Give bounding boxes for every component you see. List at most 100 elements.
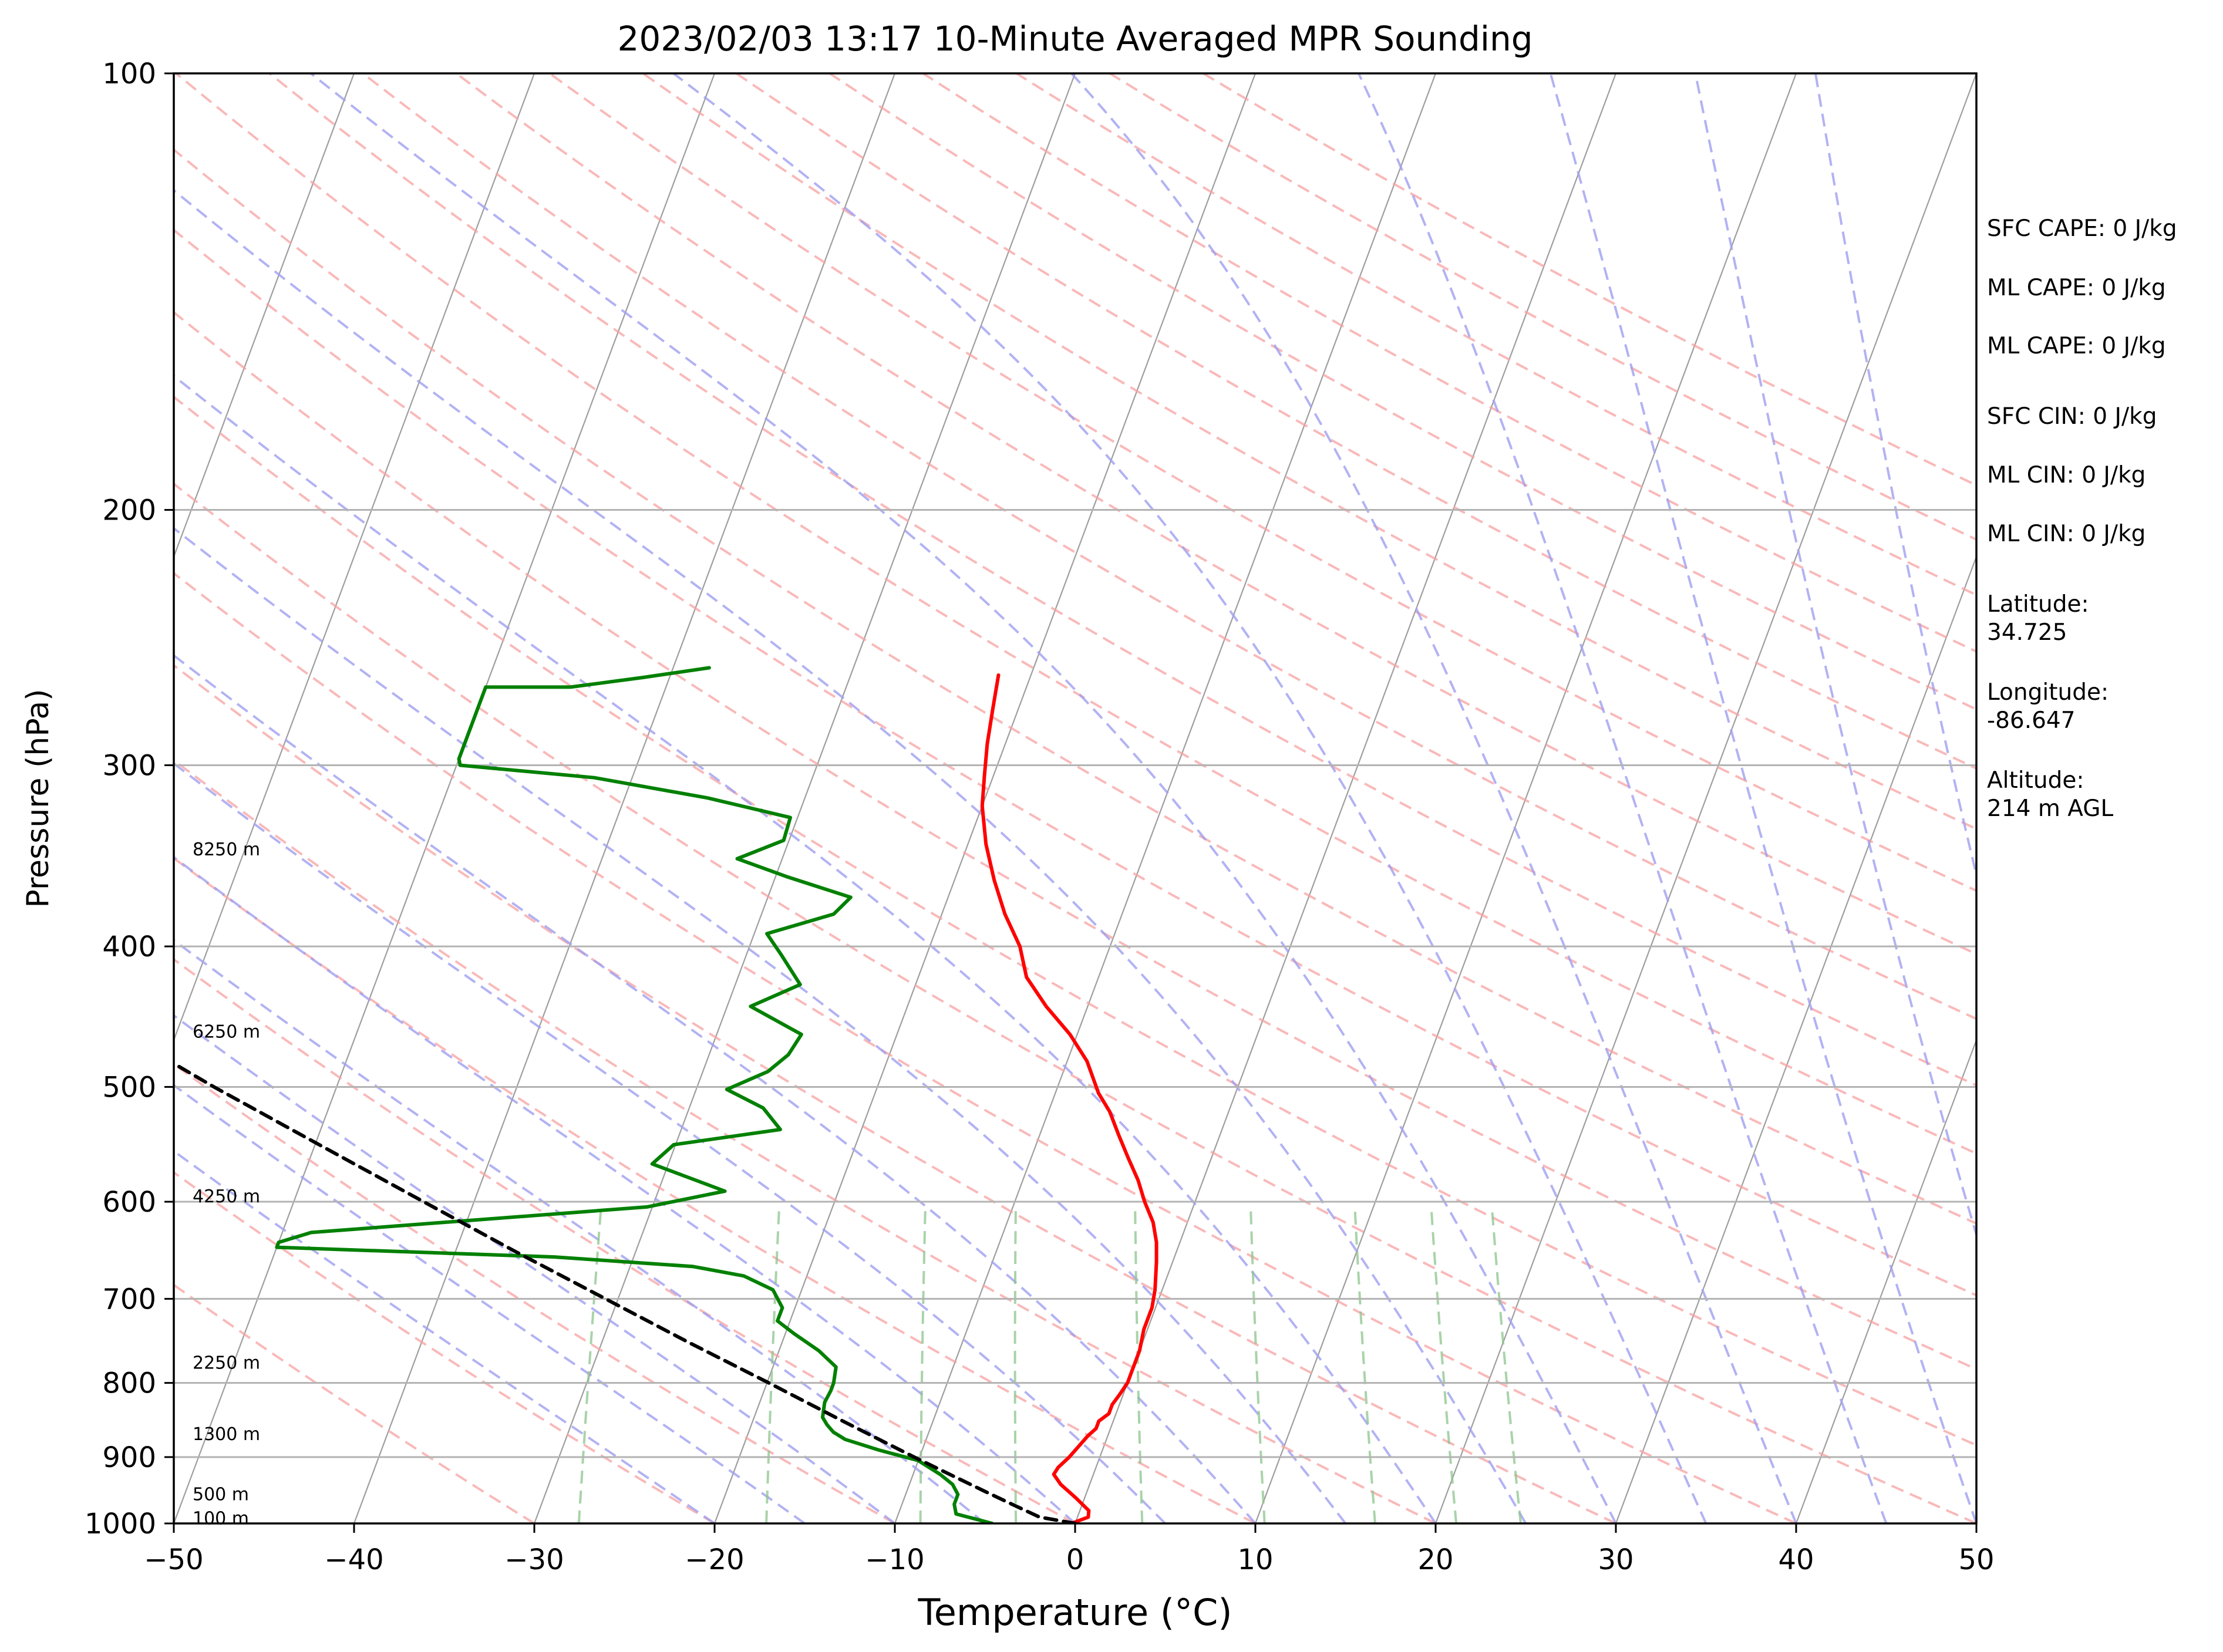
y-tick-label: 900: [102, 1441, 156, 1474]
moist-adiabat-line: [174, 374, 1437, 1523]
y-tick-label: 1000: [85, 1508, 156, 1540]
y-tick-label: 100: [102, 58, 156, 90]
ml-cin-1-text: ML CIN: 0 J/kg: [1987, 462, 2145, 488]
mixing-ratio-line: [765, 1209, 780, 1523]
data-series: [174, 666, 1158, 1523]
y-tick-label: 500: [102, 1071, 156, 1104]
longitude-text: Longitude: -86.647: [1987, 679, 2109, 734]
x-tick-label: −40: [324, 1543, 383, 1576]
x-tick-label: 50: [1958, 1543, 1994, 1576]
temperature-profile-line: [980, 673, 1158, 1523]
dry-adiabat-line: [175, 73, 1976, 1155]
ml-cape-1-text: ML CAPE: 0 J/kg: [1987, 275, 2166, 301]
plot-area: [174, 73, 1976, 1523]
altitude-text: Altitude: 214 m AGL: [1987, 767, 2113, 822]
dry-adiabat-line: [174, 1063, 895, 1523]
x-tick-label: −20: [685, 1543, 744, 1576]
dry-adiabat-line: [174, 148, 1976, 1225]
height-label: 6250 m: [193, 1021, 260, 1042]
mixing-ratio-line: [1013, 1209, 1018, 1523]
y-tick-label: 400: [102, 930, 156, 963]
dry-adiabat-line: [174, 857, 1256, 1523]
sfc-cape-text: SFC CAPE: 0 J/kg: [1987, 215, 2177, 242]
ml-cape-2-text: ML CAPE: 0 J/kg: [1987, 333, 2166, 359]
height-label: 100 m: [193, 1508, 249, 1529]
mixing-ratio-line: [919, 1209, 927, 1523]
dry-adiabat-line: [548, 73, 1976, 892]
height-label: 2250 m: [193, 1353, 260, 1374]
sfc-cin-text: SFC CIN: 0 J/kg: [1987, 403, 2157, 430]
sfc-cin-line: SFC CIN: 0 J/kg: [1987, 403, 2157, 430]
x-tick-label: 10: [1237, 1543, 1273, 1576]
dewpoint-profile-line: [275, 666, 994, 1523]
axes: −50 −40 −30 −20 −10 0 10 20 30 40 50 1000 900 800 700 6…: [85, 58, 1995, 1576]
isotherm-line: [174, 73, 716, 1523]
dry-adiabat-line: [735, 73, 1976, 770]
dry-adiabat-line: [174, 311, 1976, 1371]
x-axis-label: Temperature (°C): [917, 1591, 1232, 1634]
ml-cin-2-text: ML CIN: 0 J/kg: [1987, 521, 2145, 547]
mixing-ratio-line: [1491, 1209, 1522, 1523]
x-tick-label: 40: [1778, 1543, 1814, 1576]
isotherm-line: [174, 73, 355, 559]
isotherm-line: [174, 73, 535, 1042]
isotherm-line: [1615, 555, 1976, 1523]
ml-cape-2-line: ML CAPE: 0 J/kg: [1987, 333, 2166, 359]
dry-adiabat-line: [174, 958, 1076, 1523]
height-label: 1300 m: [193, 1424, 260, 1445]
dry-adiabat-line: [174, 482, 1976, 1523]
ml-cape-1-line: ML CAPE: 0 J/kg: [1987, 275, 2166, 301]
longitude-line: -86.647: [1987, 707, 2076, 734]
isotherm-line: [353, 73, 896, 1523]
y-tick-label: 300: [102, 749, 156, 782]
moist-adiabat-line: [672, 73, 1707, 1523]
x-tick-label: −10: [865, 1543, 924, 1576]
dry-adiabat-line: [1109, 73, 1976, 541]
mixing-ratio-line: [1430, 1209, 1458, 1523]
x-tick-label: −50: [144, 1543, 203, 1576]
longitude-line: Longitude:: [1987, 679, 2109, 706]
mixing-ratio-line: [1353, 1209, 1376, 1523]
moist-adiabat-line: [174, 1149, 716, 1523]
annotations: SFC CAPE: 0 J/kg ML CAPE: 0 J/kg ML CAPE: …: [1987, 215, 2177, 822]
isotherm-line: [1434, 73, 1976, 1523]
dry-adiabat-line: [174, 571, 1797, 1523]
y-tick-label: 600: [102, 1186, 156, 1219]
height-label: 500 m: [193, 1485, 249, 1505]
x-tick-label: 0: [1066, 1543, 1084, 1576]
x-tick-label: 20: [1417, 1543, 1453, 1576]
dry-adiabat-line: [174, 228, 1976, 1297]
moist-adiabat-line: [174, 939, 986, 1523]
latitude-line: Latitude:: [1987, 591, 2089, 618]
latitude-line: 34.725: [1987, 619, 2067, 646]
isotherm-line: [713, 73, 1257, 1523]
moist-adiabat-line: [174, 188, 1527, 1523]
moist-adiabat-line: [1549, 73, 1976, 1523]
altitude-line: Altitude:: [1987, 767, 2084, 794]
moist-adiabat-line: [174, 855, 1076, 1523]
dry-adiabat-line: [362, 73, 1976, 1020]
moist-adiabat-line: [174, 1084, 806, 1523]
latitude-text: Latitude: 34.725: [1987, 591, 2089, 646]
height-label: 4250 m: [193, 1186, 260, 1207]
y-tick-label: 200: [102, 494, 156, 527]
y-tick-label: 700: [102, 1283, 156, 1316]
mixing-ratio-line: [1249, 1209, 1266, 1523]
isotherm-line: [1254, 73, 1797, 1523]
moist-adiabat-line: [310, 73, 1617, 1523]
y-axis-label: Pressure (hPa): [21, 689, 56, 908]
moist-adiabat-line: [174, 762, 1166, 1523]
moist-adiabat-line: [1814, 73, 1976, 880]
y-tick-label: 800: [102, 1367, 156, 1400]
chart-title: 2023/02/03 13:17 10-Minute Averaged MPR …: [617, 19, 1532, 59]
parcel-profile-line: [174, 1061, 1077, 1523]
ml-cin-2-line: ML CIN: 0 J/kg: [1987, 521, 2145, 547]
ml-cin-1-line: ML CIN: 0 J/kg: [1987, 462, 2145, 488]
dry-adiabat-line: [268, 73, 1976, 1087]
isotherm-line: [1795, 1038, 1976, 1523]
moist-adiabat-line: [1358, 73, 1888, 1523]
isotherm-line: [533, 73, 1076, 1523]
